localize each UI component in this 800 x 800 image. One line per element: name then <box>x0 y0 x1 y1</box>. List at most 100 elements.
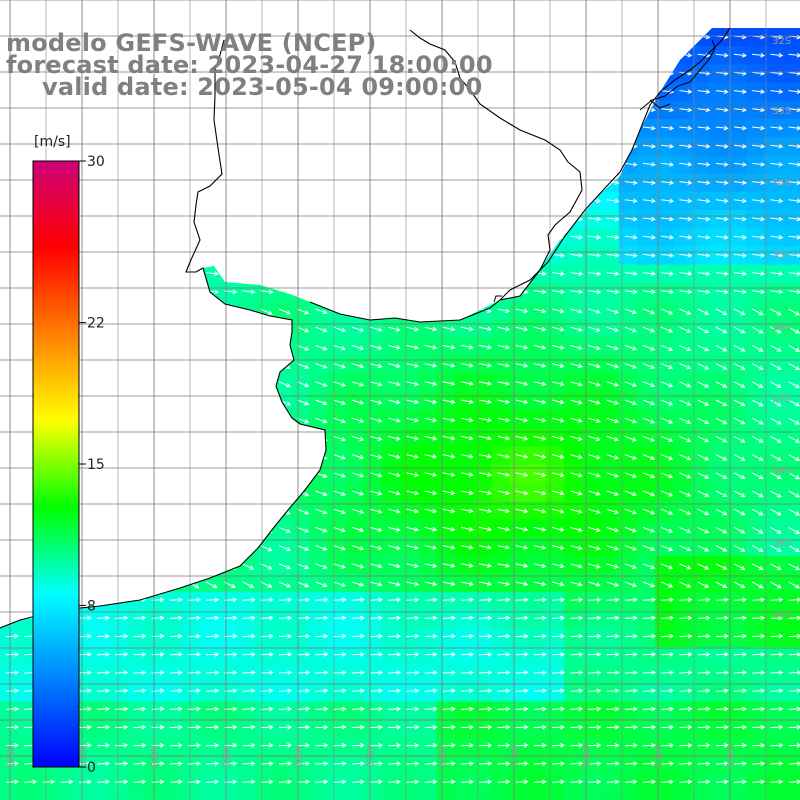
wind-speed-cell <box>691 82 711 102</box>
wind-arrow <box>406 724 420 730</box>
wind-speed-cell <box>655 683 674 702</box>
wind-speed-cell <box>364 774 383 793</box>
wind-arrow <box>733 454 746 461</box>
wind-arrow <box>770 180 784 185</box>
wind-arrow <box>497 652 511 657</box>
wind-arrow <box>442 563 456 568</box>
wind-arrow <box>115 724 129 730</box>
wind-arrow <box>278 234 292 240</box>
wind-speed-cell <box>655 646 674 666</box>
wind-arrow <box>642 581 656 588</box>
wind-speed-cell <box>327 137 347 156</box>
wind-arrow <box>460 508 474 514</box>
wind-arrow <box>260 198 274 204</box>
wind-speed-cell <box>18 737 37 757</box>
wind-speed-cell <box>527 410 547 429</box>
wind-speed-cell <box>236 410 256 429</box>
wind-speed-cell <box>145 210 165 229</box>
wind-speed-cell <box>546 428 565 448</box>
wind-speed-cell <box>491 719 511 739</box>
wind-speed-cell <box>473 137 492 156</box>
wind-arrow <box>388 180 402 185</box>
wind-arrow <box>115 253 129 258</box>
wind-arrow <box>297 670 311 675</box>
wind-arrow <box>770 234 784 240</box>
wind-speed-cell <box>109 282 128 302</box>
wind-arrow <box>515 89 529 94</box>
wind-speed-cell <box>582 210 602 229</box>
wind-speed-cell <box>109 173 128 193</box>
wind-speed-cell <box>163 610 183 630</box>
wind-speed-cell <box>218 701 238 721</box>
wind-arrow <box>624 435 638 442</box>
wind-arrow <box>369 545 383 551</box>
wind-arrow <box>133 761 147 766</box>
wind-arrow <box>278 435 291 442</box>
wind-arrow <box>78 688 92 694</box>
wind-arrow <box>78 289 92 295</box>
wind-speed-cell <box>709 774 729 793</box>
wind-arrow <box>533 89 547 94</box>
wind-arrow <box>206 162 220 167</box>
wind-arrow <box>442 253 456 258</box>
wind-arrow <box>151 563 163 571</box>
wind-speed-cell <box>455 446 474 466</box>
wind-arrow <box>78 417 91 425</box>
wind-arrow <box>242 706 256 712</box>
wind-speed-cell <box>364 592 383 611</box>
wind-arrow <box>733 381 746 388</box>
wind-arrow <box>242 326 255 334</box>
wind-speed-cell <box>746 592 765 611</box>
wind-arrow <box>169 344 182 352</box>
wind-speed-cell <box>382 646 401 666</box>
wind-speed-cell <box>327 100 347 120</box>
wind-speed-cell <box>691 719 711 739</box>
wind-arrow <box>624 597 638 603</box>
wind-arrow <box>114 508 127 516</box>
wind-arrow <box>606 615 620 621</box>
wind-speed-cell <box>527 665 547 684</box>
wind-arrow <box>770 615 784 621</box>
wind-arrow <box>788 724 800 730</box>
wind-speed-cell <box>291 264 310 284</box>
wind-speed-cell <box>327 228 347 247</box>
wind-speed-cell <box>564 665 583 684</box>
wind-arrow <box>551 271 565 276</box>
wind-arrow <box>715 706 729 712</box>
wind-arrow <box>78 143 92 149</box>
wind-arrow <box>333 563 346 569</box>
wind-arrow <box>533 344 547 350</box>
wind-speed-cell <box>200 191 219 211</box>
wind-speed-cell <box>0 737 19 757</box>
wind-arrow <box>479 198 493 204</box>
wind-arrow <box>497 125 511 131</box>
wind-arrow <box>479 326 493 332</box>
wind-arrow <box>114 417 127 425</box>
wind-arrow <box>497 508 511 514</box>
wind-speed-cell <box>254 191 274 211</box>
wind-arrow <box>260 344 273 352</box>
wind-speed-cell <box>527 756 547 775</box>
wind-arrow <box>697 162 711 167</box>
wind-speed-cell <box>145 610 165 630</box>
wind-arrow <box>96 381 109 388</box>
wind-speed-cell <box>582 46 602 65</box>
wind-speed-cell <box>655 719 674 739</box>
wind-speed-cell <box>509 264 529 284</box>
wind-arrow <box>751 399 764 407</box>
wind-arrow <box>533 52 547 58</box>
wind-speed-cell <box>382 446 401 466</box>
wind-arrow <box>533 545 547 550</box>
wind-speed-cell <box>91 574 110 593</box>
wind-speed-cell <box>764 719 784 739</box>
wind-arrow <box>315 326 328 333</box>
wind-speed-cell <box>527 82 547 102</box>
wind-speed-cell <box>418 737 438 757</box>
wind-arrow <box>297 563 310 570</box>
wind-speed-cell <box>163 392 183 411</box>
wind-arrow <box>570 779 584 785</box>
wind-speed-cell <box>491 28 511 47</box>
wind-speed-cell <box>491 628 511 648</box>
wind-speed-cell <box>418 282 438 302</box>
wind-speed-cell <box>491 210 511 229</box>
